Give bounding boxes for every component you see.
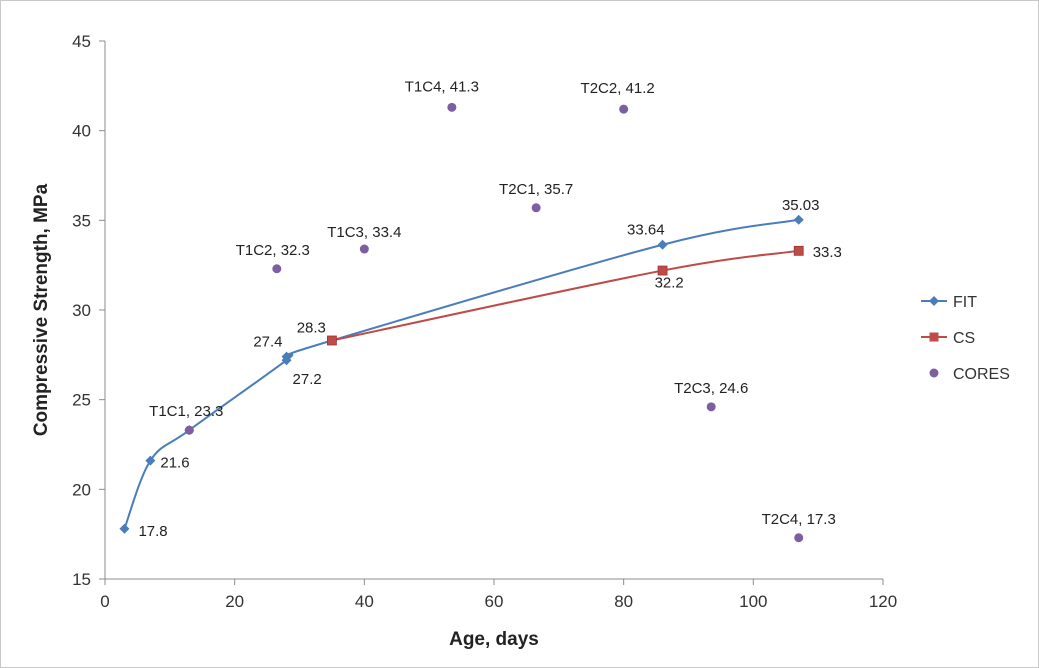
legend: FIT CS CORES	[921, 294, 1010, 383]
x-tick-label: 20	[225, 592, 244, 611]
point-cores	[706, 402, 716, 412]
data-labels: 17.8 21.6 27.2 27.4 28.3 33.64 35.03 32.2 33.3 T1…	[138, 78, 841, 539]
x-tick-label: 40	[355, 592, 374, 611]
point-cs	[793, 245, 804, 256]
y-tick-label: 15	[72, 570, 91, 589]
point-cores	[794, 533, 804, 543]
legend-item-fit: FIT	[921, 294, 977, 311]
legend-marker	[929, 368, 939, 378]
y-tick-label: 35	[72, 211, 91, 230]
data-label: T1C1, 23.3	[149, 403, 223, 420]
y-tick-label: 30	[72, 301, 91, 320]
data-label: 35.03	[782, 197, 820, 214]
point-cores	[272, 264, 282, 274]
point-cores	[619, 104, 629, 114]
legend-label: CS	[953, 330, 975, 347]
data-label: T2C2, 41.2	[581, 80, 655, 97]
y-tick-label: 20	[72, 480, 91, 499]
series-cores	[184, 102, 804, 543]
legend-marker	[929, 296, 939, 306]
plot-area	[119, 102, 804, 543]
y-axis-title: Compressive Strength, MPa	[31, 183, 52, 436]
legend-item-cores: CORES	[929, 366, 1010, 383]
point-cs	[657, 265, 668, 276]
data-label: T1C3, 33.4	[327, 224, 401, 241]
data-label: T1C4, 41.3	[405, 78, 479, 95]
point-fit	[119, 523, 130, 534]
point-cores	[359, 244, 369, 254]
series-line-cs	[331, 249, 799, 342]
x-axis-ticks: 0 20 40 60 80 100 120	[100, 579, 897, 611]
series-line-fit	[123, 218, 799, 530]
y-axis-ticks: 15 20 25 30 35 40 45	[72, 32, 105, 589]
y-tick-label: 45	[72, 32, 91, 51]
x-tick-label: 100	[739, 592, 767, 611]
data-label: T2C1, 35.7	[499, 181, 573, 198]
legend-marker	[929, 332, 939, 342]
legend-item-cs: CS	[921, 330, 975, 347]
point-fit	[657, 239, 668, 250]
y-tick-label: 40	[72, 122, 91, 141]
x-tick-label: 0	[100, 592, 109, 611]
point-cores	[184, 425, 194, 435]
data-label: 33.3	[813, 244, 842, 261]
point-fit	[281, 351, 292, 362]
axes: 15 20 25 30 35 40 45 0 20 40 60 80 100 120 Age, days…	[31, 32, 897, 650]
data-label: 21.6	[160, 455, 189, 472]
x-tick-label: 80	[614, 592, 633, 611]
data-label: 17.8	[138, 523, 167, 540]
legend-label: FIT	[953, 294, 977, 311]
data-label: 32.2	[655, 275, 684, 292]
data-label: 28.3	[297, 319, 326, 336]
point-fit	[145, 455, 156, 466]
y-tick-label: 25	[72, 391, 91, 410]
point-cores	[447, 102, 457, 112]
data-label: T2C4, 17.3	[762, 511, 836, 528]
data-label: T2C3, 24.6	[674, 380, 748, 397]
series-cs	[327, 245, 804, 346]
x-axis-title: Age, days	[449, 629, 539, 650]
x-tick-label: 60	[485, 592, 504, 611]
point-fit	[793, 214, 804, 225]
point-cores	[531, 203, 541, 213]
legend-label: CORES	[953, 366, 1010, 383]
data-label: 27.2	[293, 371, 322, 388]
data-label: 33.64	[627, 222, 665, 239]
x-tick-label: 120	[869, 592, 897, 611]
data-label: 27.4	[253, 334, 282, 351]
series-fit	[119, 214, 804, 534]
point-cs	[327, 335, 337, 346]
data-label: T1C2, 32.3	[236, 242, 310, 259]
